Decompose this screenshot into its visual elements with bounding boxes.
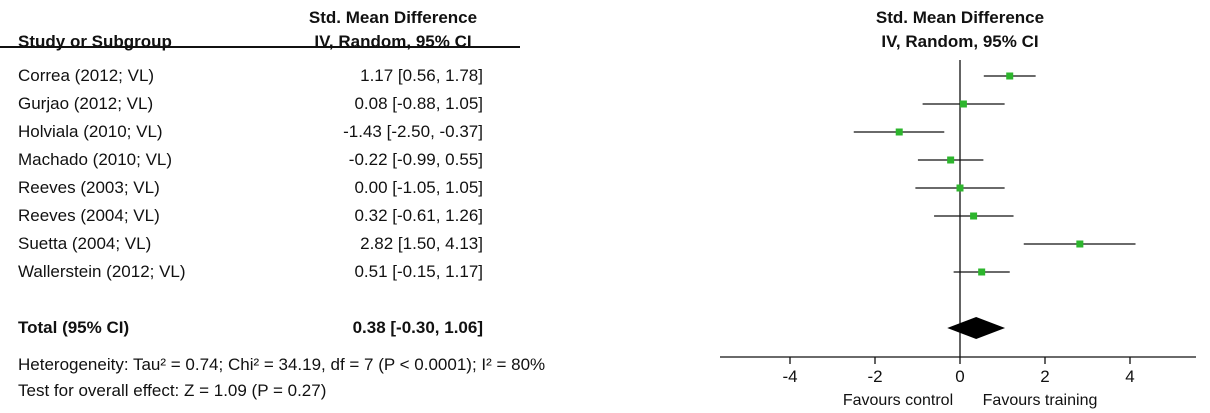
point-estimate-marker — [956, 184, 964, 192]
study-name: Reeves (2003; VL) — [18, 178, 160, 197]
study-ci: 1.17 [0.56, 1.78] — [360, 66, 483, 85]
plot-header-line2: IV, Random, 95% CI — [881, 32, 1039, 51]
point-estimate-marker — [970, 212, 978, 220]
overall-effect-text: Test for overall effect: Z = 1.09 (P = 0… — [18, 381, 327, 400]
favours-training-label: Favours training — [983, 392, 1098, 409]
x-tick-label: -2 — [867, 367, 882, 386]
study-name: Correa (2012; VL) — [18, 66, 155, 85]
favours-control-label: Favours control — [843, 392, 953, 409]
point-estimate-marker — [895, 128, 903, 136]
study-ci: 0.32 [-0.61, 1.26] — [354, 206, 483, 225]
study-name: Machado (2010; VL) — [18, 150, 173, 169]
point-estimate-marker — [947, 156, 955, 164]
point-estimate-marker — [978, 268, 986, 276]
study-name: Holviala (2010; VL) — [18, 122, 163, 141]
total-label: Total (95% CI) — [18, 318, 130, 337]
effect-header-line1: Std. Mean Difference — [308, 8, 478, 27]
study-name: Wallerstein (2012; VL) — [18, 262, 186, 281]
study-name: Gurjao (2012; VL) — [18, 94, 154, 113]
study-name: Reeves (2004; VL) — [18, 206, 160, 225]
x-tick-label: 4 — [1125, 367, 1134, 386]
study-ci: -1.43 [-2.50, -0.37] — [343, 122, 483, 141]
x-tick-label: 2 — [1040, 367, 1049, 386]
header-rule — [0, 46, 520, 48]
point-estimate-marker — [1076, 240, 1084, 248]
point-estimate-marker — [1006, 72, 1014, 80]
plot-header-line1: Std. Mean Difference — [875, 8, 1045, 27]
x-tick-label: 0 — [955, 367, 964, 386]
study-ci: 0.00 [-1.05, 1.05] — [354, 178, 483, 197]
study-ci: 0.08 [-0.88, 1.05] — [354, 94, 483, 113]
x-axis-ticks: -4 -2 0 2 4 — [782, 357, 1135, 386]
total-ci: 0.38 [-0.30, 1.06] — [352, 318, 483, 337]
study-ci: -0.22 [-0.99, 0.55] — [348, 150, 483, 169]
study-ci: 0.51 [-0.15, 1.17] — [354, 262, 483, 281]
study-name: Suetta (2004; VL) — [18, 234, 152, 253]
study-ci: 2.82 [1.50, 4.13] — [360, 234, 483, 253]
point-estimate-marker — [959, 100, 967, 108]
forest-plot-marks — [853, 72, 1136, 276]
pooled-effect-diamond — [947, 317, 1006, 339]
x-tick-label: -4 — [782, 367, 797, 386]
heterogeneity-text: Heterogeneity: Tau² = 0.74; Chi² = 34.19… — [18, 355, 546, 374]
